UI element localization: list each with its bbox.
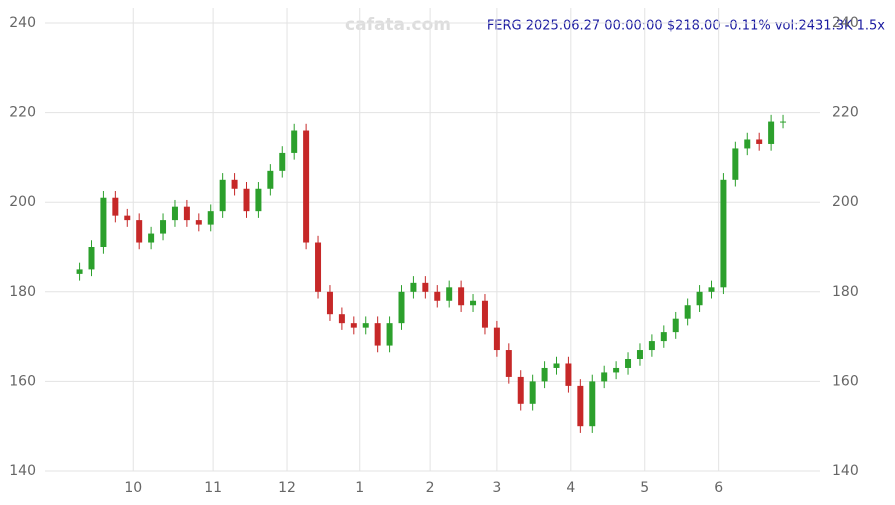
candle-body bbox=[470, 300, 477, 306]
y-tick-label-right: 200 bbox=[832, 194, 859, 210]
y-tick-label: 220 bbox=[9, 105, 36, 121]
x-tick-label: 11 bbox=[204, 480, 222, 496]
candle-body bbox=[76, 269, 83, 274]
y-tick-label-right: 220 bbox=[832, 105, 859, 121]
candle-body bbox=[183, 206, 190, 221]
x-tick-label: 3 bbox=[492, 480, 501, 496]
candle-body bbox=[124, 215, 131, 221]
candle-body bbox=[541, 367, 548, 382]
y-tick-label-right: 240 bbox=[832, 15, 859, 31]
candle-body bbox=[720, 179, 727, 288]
candle-body bbox=[386, 323, 393, 346]
candle-body bbox=[410, 282, 417, 292]
candle-body bbox=[422, 282, 429, 292]
candle-body bbox=[565, 363, 572, 386]
candle-body bbox=[768, 121, 775, 144]
candle-body bbox=[708, 287, 715, 292]
x-tick-label: 2 bbox=[426, 480, 435, 496]
y-tick-label: 160 bbox=[9, 373, 36, 389]
candle-body bbox=[696, 291, 703, 306]
candle-body bbox=[112, 197, 119, 216]
candle-body bbox=[660, 332, 667, 342]
candle-body bbox=[553, 363, 560, 368]
x-tick-label: 10 bbox=[124, 480, 142, 496]
candle-body bbox=[517, 376, 524, 404]
candle-body bbox=[350, 323, 357, 328]
y-tick-label-right: 160 bbox=[832, 373, 859, 389]
candle-body bbox=[338, 314, 345, 324]
candle-body bbox=[684, 305, 691, 319]
candle-body bbox=[207, 211, 214, 225]
candle-body bbox=[362, 323, 369, 328]
candle-body bbox=[756, 139, 763, 144]
candle-body bbox=[648, 341, 655, 351]
y-tick-label: 240 bbox=[9, 15, 36, 31]
chart-title: FERG 2025.06.27 00:00:00 $218.00 -0.11% … bbox=[487, 19, 885, 34]
y-tick-label: 140 bbox=[9, 463, 36, 479]
y-tick-label: 200 bbox=[9, 194, 36, 210]
candle-body bbox=[291, 130, 298, 153]
y-tick-label-right: 180 bbox=[832, 284, 859, 300]
candle-body bbox=[88, 247, 95, 270]
candle-body bbox=[434, 291, 441, 301]
x-tick-label: 6 bbox=[714, 480, 723, 496]
candle-body bbox=[505, 350, 512, 377]
x-tick-label: 5 bbox=[640, 480, 649, 496]
candle-body bbox=[672, 318, 679, 333]
candle-body bbox=[148, 233, 155, 243]
candle-body bbox=[446, 287, 453, 301]
candle-body bbox=[577, 385, 584, 427]
candle-body bbox=[625, 359, 632, 368]
candle-body bbox=[481, 300, 488, 328]
candle-body bbox=[493, 327, 500, 351]
candle-body bbox=[315, 242, 322, 292]
candle-body bbox=[100, 197, 107, 247]
candle-body bbox=[267, 170, 274, 189]
candle-body bbox=[303, 130, 310, 243]
y-tick-label-right: 140 bbox=[832, 463, 859, 479]
candle-body bbox=[231, 179, 238, 189]
candle-body bbox=[374, 323, 381, 346]
candle-body bbox=[636, 350, 643, 359]
candle-body bbox=[613, 367, 620, 373]
candle-body bbox=[589, 381, 596, 427]
candle-body bbox=[195, 220, 202, 225]
x-tick-label: 1 bbox=[355, 480, 364, 496]
watermark: cafata.com bbox=[345, 15, 451, 35]
candle-body bbox=[243, 188, 250, 212]
candle-body bbox=[255, 188, 262, 212]
candle-body bbox=[279, 152, 286, 171]
y-tick-label: 180 bbox=[9, 284, 36, 300]
x-tick-label: 4 bbox=[566, 480, 575, 496]
candle-body bbox=[458, 287, 465, 306]
candle-body bbox=[744, 139, 751, 149]
candle-body bbox=[136, 220, 143, 243]
candle-body bbox=[780, 121, 787, 123]
candle-body bbox=[529, 381, 536, 404]
candle-body bbox=[601, 372, 608, 382]
candle-body bbox=[160, 220, 167, 234]
candle-body bbox=[219, 179, 226, 212]
candle-body bbox=[732, 148, 739, 180]
x-tick-label: 12 bbox=[278, 480, 296, 496]
candle-body bbox=[326, 291, 333, 315]
candle-body bbox=[171, 206, 178, 221]
candle-body bbox=[398, 291, 405, 324]
